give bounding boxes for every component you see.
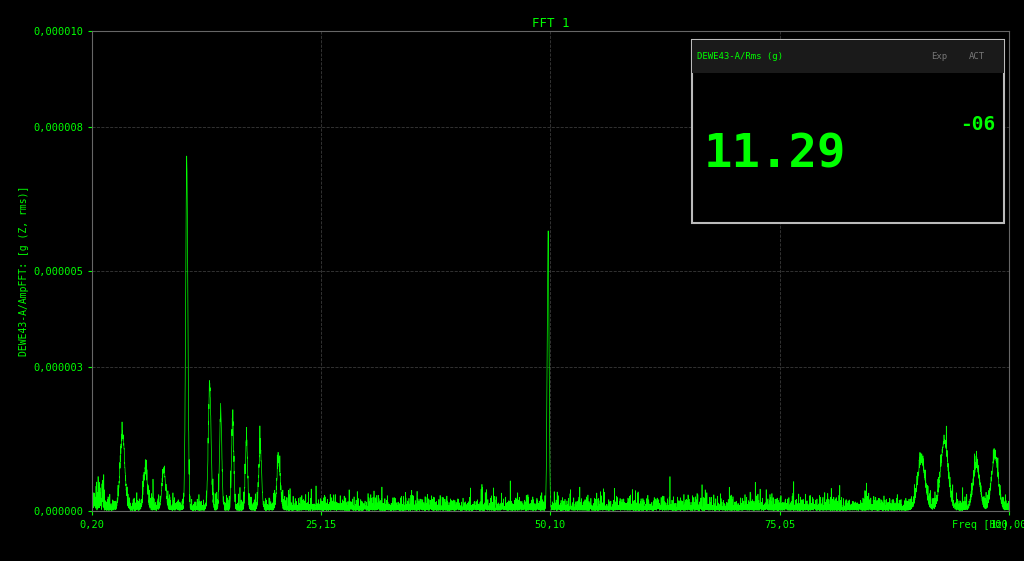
Y-axis label: DEWE43-A/AmpFFT: [g (Z, rms)]: DEWE43-A/AmpFFT: [g (Z, rms)] <box>19 186 29 356</box>
Title: FFT 1: FFT 1 <box>531 17 569 30</box>
Text: ACT: ACT <box>970 52 985 61</box>
Text: -06: -06 <box>959 114 995 134</box>
FancyBboxPatch shape <box>692 40 1005 73</box>
Text: Freq [Hz]: Freq [Hz] <box>952 520 1009 530</box>
FancyBboxPatch shape <box>692 40 1005 223</box>
Text: Exp: Exp <box>931 52 947 61</box>
Text: DEWE43-A/Rms (g): DEWE43-A/Rms (g) <box>697 52 783 61</box>
Text: 11.29: 11.29 <box>703 133 846 178</box>
